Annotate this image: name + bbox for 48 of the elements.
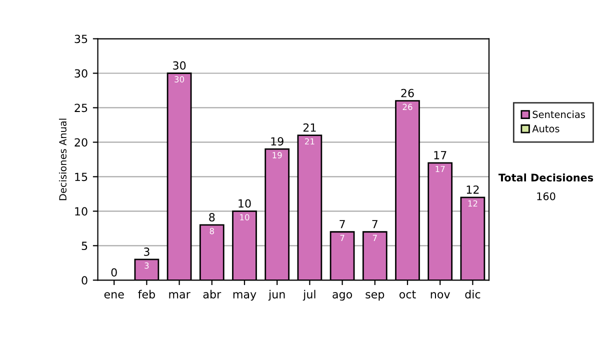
data-label: 19: [272, 152, 282, 158]
text: Total Decisiones: [498, 173, 594, 182]
x-tick-label: feb: [138, 290, 155, 298]
annotation: 8: [209, 213, 215, 222]
x-tick-label: nov: [430, 292, 450, 298]
y-tick-label: 0: [82, 276, 88, 285]
annotation: 7: [340, 220, 345, 228]
x-tick-label: may: [233, 292, 256, 301]
data-label: 8: [210, 228, 214, 234]
y-tick-label: 10: [75, 207, 88, 216]
x-tick-label: dic: [465, 290, 480, 298]
x-tick-label: jul: [302, 290, 316, 301]
y-tick-label: 25: [74, 104, 88, 112]
data-label: 3: [144, 262, 149, 269]
data-label: 12: [468, 200, 478, 207]
data-label: 7: [372, 234, 377, 241]
annotation: 7: [372, 220, 378, 228]
annotation: 10: [238, 199, 251, 208]
y-tick-label: 35: [74, 34, 88, 44]
data-label: 7: [340, 234, 344, 241]
y-tick-label: 20: [74, 138, 88, 147]
annotation: 26: [401, 88, 414, 98]
y-tick-label: 30: [74, 69, 88, 78]
x-tick-label: jun: [268, 290, 285, 301]
annotation: 21: [303, 123, 316, 132]
data-label: 17: [436, 166, 445, 172]
data-label: 0: [111, 268, 117, 277]
legend-label: Sentencias: [532, 110, 585, 118]
text: 160: [537, 192, 556, 200]
y-tick-label: 5: [82, 242, 88, 250]
x-tick-label: ago: [332, 292, 352, 301]
data-label: 10: [240, 214, 250, 220]
x-tick-label: sep: [366, 292, 384, 301]
x-tick-label: abr: [203, 290, 222, 298]
data-label: 21: [305, 138, 314, 144]
annotation: 30: [173, 61, 186, 70]
annotation: 19: [271, 137, 284, 146]
y-tick-label: 15: [75, 172, 88, 182]
annotation: 17: [434, 151, 446, 160]
legend-label: Autos: [532, 125, 560, 132]
x-tick-label: mar: [169, 292, 190, 298]
data-label: 26: [402, 104, 412, 110]
annotation: 12: [466, 185, 479, 194]
y-axis-title: Decisiones Anual: [58, 118, 66, 200]
data-label: 30: [174, 76, 184, 82]
annotation: 3: [144, 248, 150, 256]
x-tick-label: oct: [399, 290, 416, 298]
x-tick-label: ene: [104, 292, 124, 298]
